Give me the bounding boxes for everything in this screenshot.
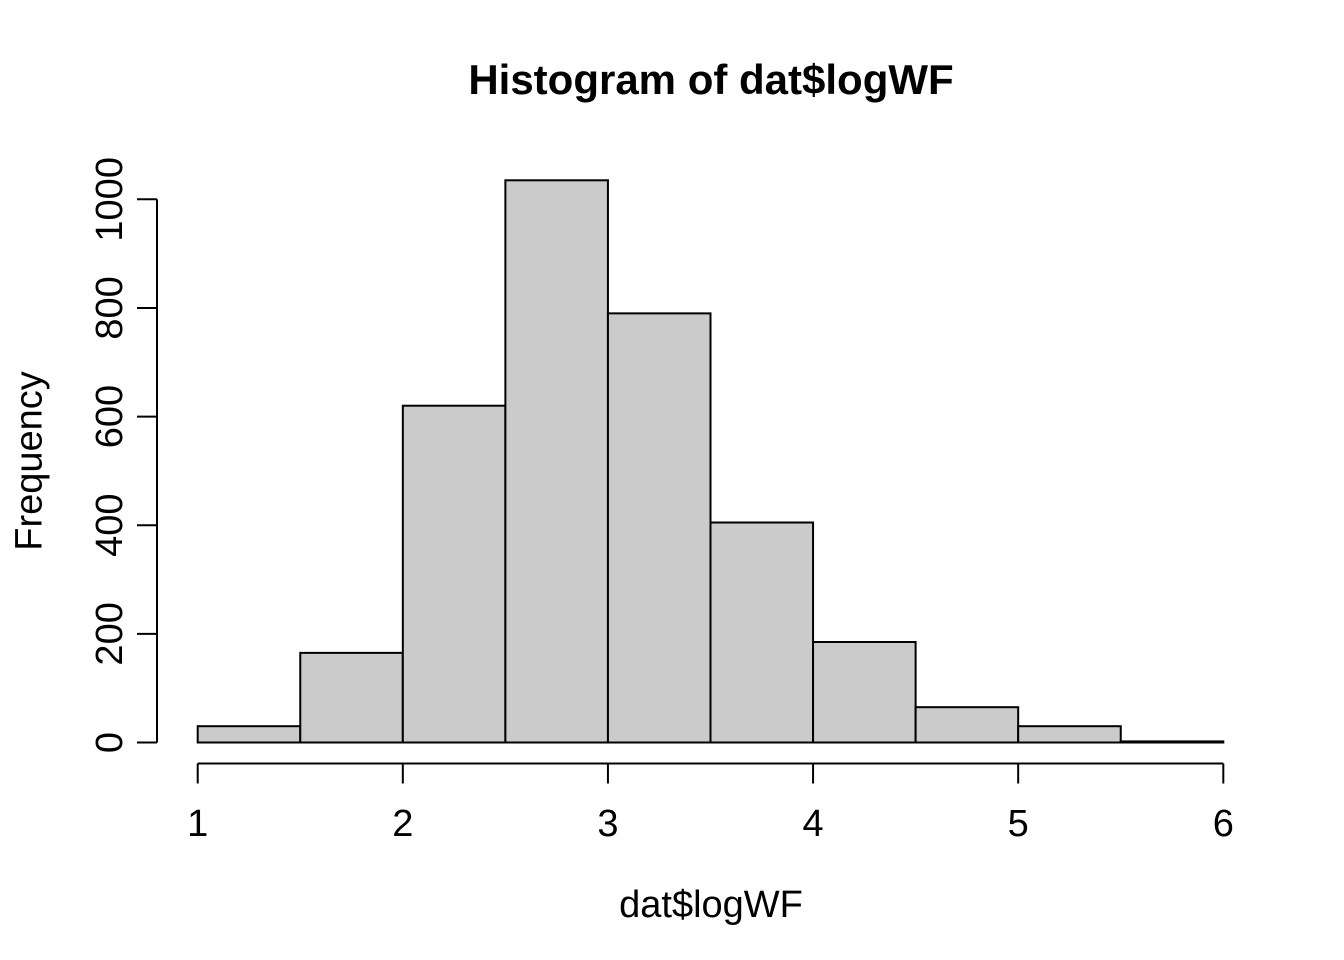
x-tick-label: 6 <box>1213 803 1234 845</box>
histogram-bar <box>914 706 1020 744</box>
histogram-bar <box>812 641 917 744</box>
histogram-bar <box>1119 740 1225 744</box>
y-tick-label: 0 <box>89 732 131 753</box>
y-axis-label: Frequency <box>8 371 51 551</box>
x-tick-label: 4 <box>802 803 823 845</box>
y-tick-label: 800 <box>89 276 131 339</box>
histogram-bar <box>196 725 302 744</box>
histogram-bar <box>401 404 507 744</box>
x-tick-label: 3 <box>597 803 618 845</box>
x-tick-label: 2 <box>392 803 413 845</box>
y-tick-label: 400 <box>89 494 131 557</box>
x-tick-label: 5 <box>1008 803 1029 845</box>
y-tick-label: 200 <box>89 602 131 665</box>
histogram-bar <box>606 312 712 744</box>
histogram-bar <box>299 651 404 744</box>
y-tick-label: 1000 <box>89 157 131 242</box>
histogram-bar <box>504 179 609 744</box>
y-tick-label: 600 <box>89 385 131 448</box>
chart-title: Histogram of dat$logWF <box>468 56 954 103</box>
histogram-bar <box>1017 725 1122 744</box>
histogram-bar <box>709 521 815 744</box>
x-tick-label: 1 <box>187 803 208 845</box>
x-axis-label: dat$logWF <box>619 884 803 926</box>
